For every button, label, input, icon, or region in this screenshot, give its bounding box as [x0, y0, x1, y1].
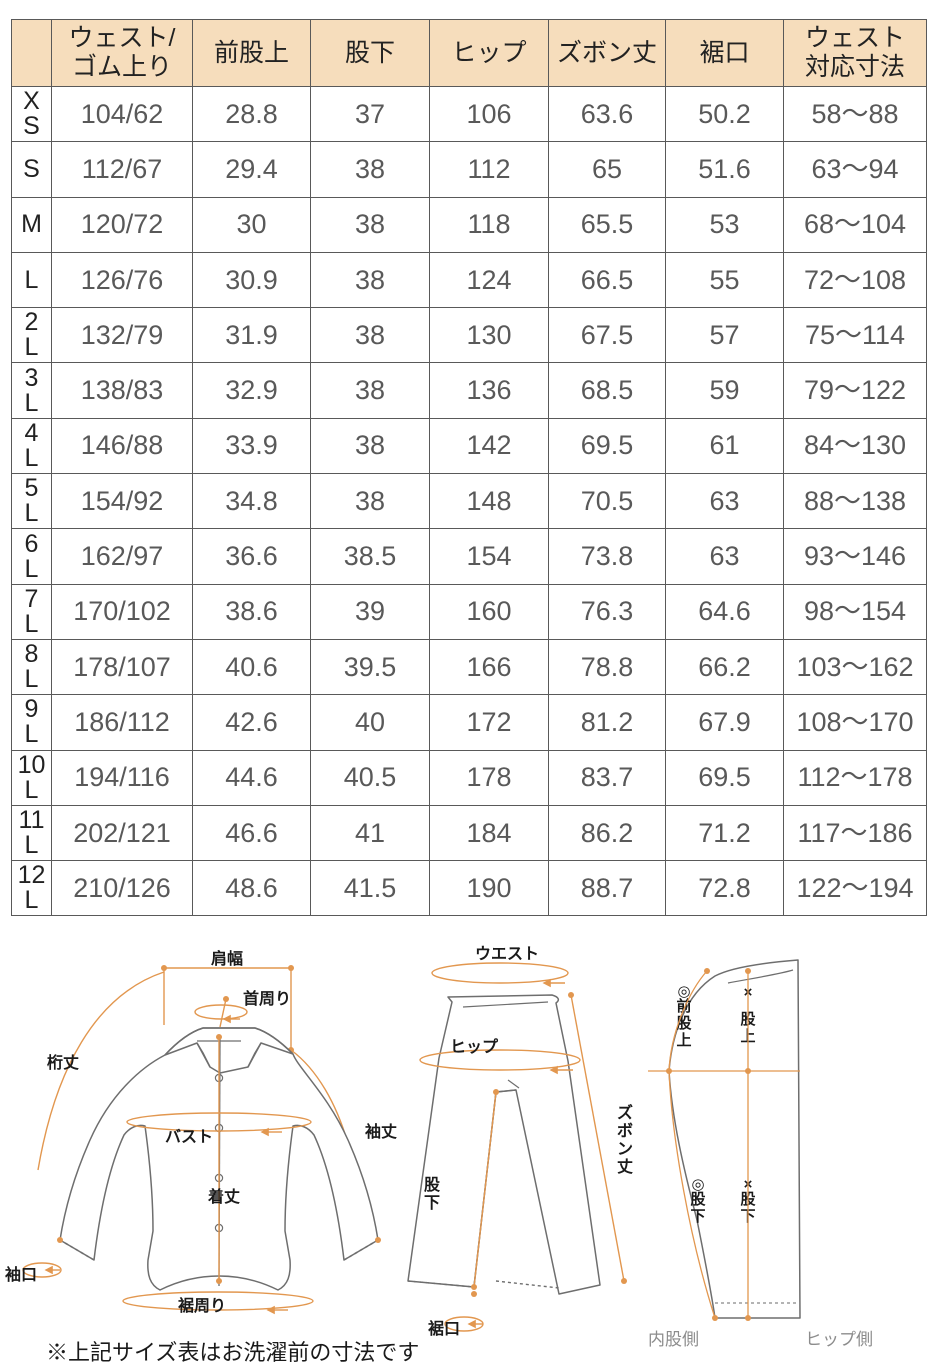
svg-text:下: 下 — [690, 1208, 705, 1225]
svg-text:裾周り: 裾周り — [178, 1296, 226, 1315]
svg-text:ン: ン — [617, 1141, 633, 1158]
svg-text:肩幅: 肩幅 — [211, 949, 243, 968]
svg-text:下: 下 — [424, 1195, 440, 1212]
svg-text:首周り: 首周り — [243, 989, 291, 1008]
svg-text:袖丈: 袖丈 — [365, 1122, 397, 1141]
svg-text:股: 股 — [690, 1191, 706, 1208]
svg-text:股: 股 — [424, 1176, 441, 1194]
svg-text:桁丈: 桁丈 — [47, 1053, 79, 1072]
svg-text:バスト: バスト — [165, 1128, 213, 1146]
svg-text:上: 上 — [676, 1032, 691, 1049]
svg-text:ヒップ: ヒップ — [450, 1037, 499, 1056]
svg-text:袖口: 袖口 — [5, 1265, 37, 1284]
svg-text:ヒップ側: ヒップ側 — [805, 1330, 873, 1349]
svg-text:内股側: 内股側 — [648, 1330, 699, 1349]
svg-text:丈: 丈 — [617, 1158, 633, 1176]
svg-text:ズ: ズ — [617, 1103, 633, 1122]
svg-text:裾口: 裾口 — [428, 1319, 460, 1338]
svg-text:前: 前 — [676, 997, 691, 1015]
svg-text:ボ: ボ — [617, 1122, 633, 1140]
svg-text:ウエスト: ウエスト — [475, 945, 539, 963]
svg-text:着丈: 着丈 — [207, 1187, 240, 1206]
